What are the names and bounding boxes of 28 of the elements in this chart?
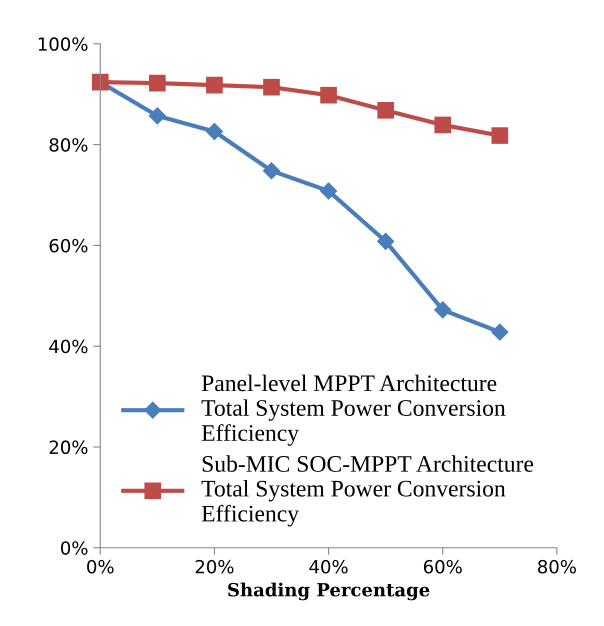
point — [377, 102, 394, 119]
legend-label: Panel-level MPPT Architecture Total System Power Conversion Efficiency — [202, 374, 506, 446]
y-tick-label: 100% — [38, 37, 88, 51]
x-tick-label: 60% — [424, 560, 462, 574]
x-tick-label: 0% — [87, 560, 114, 574]
point — [377, 232, 394, 250]
point — [206, 76, 223, 94]
y-tick-label: 60% — [50, 238, 88, 253]
y-tick-label: 0% — [61, 541, 88, 555]
x-tick-label: 40% — [309, 560, 348, 574]
point — [263, 78, 280, 96]
x-tick-label: 80% — [538, 560, 576, 574]
y-tick-label: 40% — [49, 340, 88, 354]
point — [491, 127, 508, 144]
point — [262, 162, 280, 180]
y-tick-label: 20% — [50, 440, 88, 454]
point — [206, 122, 223, 140]
point — [491, 324, 508, 341]
x-axis-title: Shading Percentage — [228, 582, 430, 600]
point — [149, 74, 166, 92]
point — [320, 86, 337, 104]
point — [434, 301, 452, 318]
y-tick-label: 80% — [50, 138, 88, 152]
x-tick-label: 20% — [196, 560, 234, 574]
point — [320, 182, 338, 200]
point — [434, 116, 452, 134]
point — [148, 107, 166, 124]
legend-label: Sub-MIC SOC-MPPT Architecture Total System Power Conversion Efficiency — [202, 455, 534, 526]
